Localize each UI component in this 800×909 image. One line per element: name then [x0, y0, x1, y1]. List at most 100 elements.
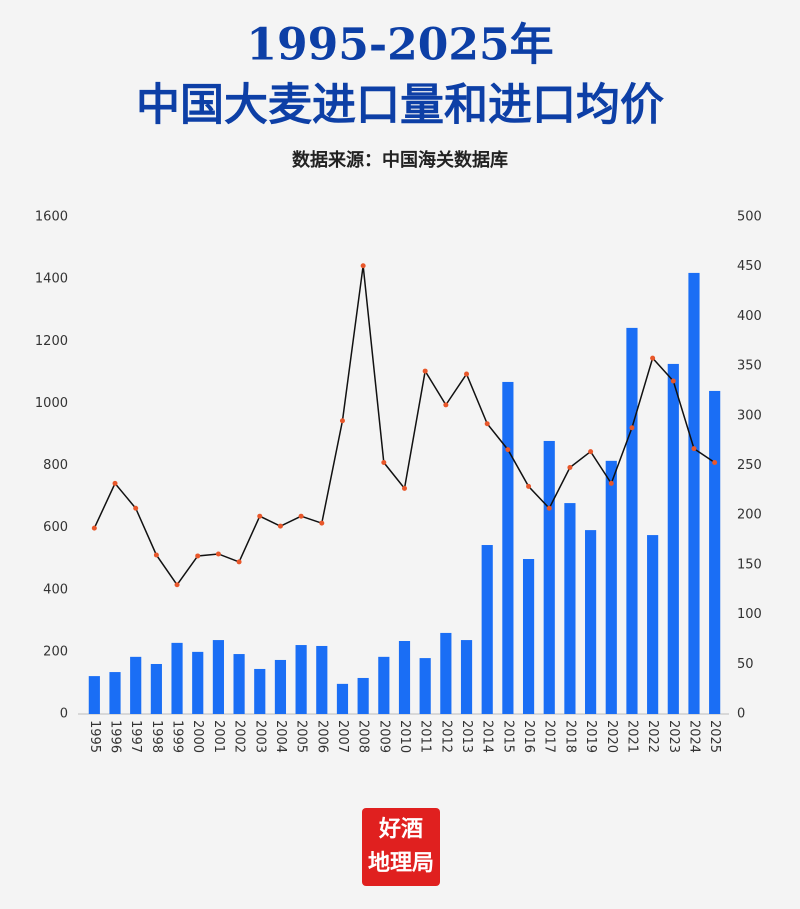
x-tick-label: 2020: [604, 720, 619, 753]
subtitle: 数据来源：中国海关数据库: [292, 149, 508, 171]
x-tick-label: 2003: [252, 720, 267, 753]
line-point: [691, 446, 697, 452]
line-point: [546, 505, 552, 511]
x-tick-label: 2025: [707, 720, 722, 753]
x-tick-label: 1999: [170, 720, 185, 753]
bar: [667, 363, 679, 714]
bar: [316, 645, 328, 714]
bar: [522, 558, 535, 714]
line-point: [339, 418, 345, 424]
bar: [233, 654, 245, 714]
y2-tick-label: 450: [737, 259, 762, 274]
y-tick-label: 1400: [35, 272, 68, 287]
bar: [502, 381, 514, 714]
bar: [605, 460, 617, 714]
x-tick-label: 2005: [294, 720, 309, 753]
line-point: [422, 368, 428, 374]
bar: [274, 659, 287, 714]
line-point: [381, 460, 387, 466]
bar: [564, 503, 576, 714]
bar: [192, 651, 204, 714]
line-point: [236, 559, 242, 565]
x-tick-label: 2009: [376, 720, 391, 753]
line-point: [608, 480, 614, 486]
line-point: [174, 582, 180, 588]
logo-text: 好酒: [378, 816, 423, 842]
x-tick-label: 2006: [314, 720, 329, 753]
line-point: [215, 551, 221, 557]
y-tick-label: 1200: [35, 334, 68, 349]
chart-title: 1995-2025年: [246, 20, 553, 71]
y2-tick-label: 100: [737, 607, 762, 622]
x-tick-label: 2023: [666, 720, 681, 753]
line-point: [712, 460, 718, 466]
line-point: [133, 505, 139, 511]
bar: [357, 677, 369, 714]
x-tick-label: 2019: [583, 720, 598, 753]
line-point: [484, 421, 490, 427]
bar: [378, 656, 390, 714]
line-point: [153, 552, 159, 558]
x-tick-label: 2016: [521, 720, 536, 753]
x-tick-label: 2002: [232, 720, 247, 753]
bar: [212, 640, 224, 714]
bar: [336, 683, 349, 714]
x-tick-label: 2010: [397, 720, 412, 753]
x-tick-label: 2018: [562, 720, 577, 753]
x-tick-label: 2001: [211, 720, 226, 753]
y2-tick-label: 400: [737, 309, 762, 324]
line-point: [670, 378, 676, 384]
x-tick-label: 2013: [459, 720, 474, 753]
bar: [709, 390, 721, 714]
x-tick-label: 1998: [149, 720, 164, 753]
y2-tick-label: 0: [737, 707, 745, 722]
line-point: [298, 513, 304, 519]
y-tick-label: 0: [60, 707, 68, 722]
y2-tick-label: 250: [737, 458, 762, 473]
x-tick-label: 1995: [87, 720, 102, 753]
y2-tick-label: 200: [737, 508, 762, 523]
y-tick-label: 400: [43, 582, 68, 597]
line-point: [112, 480, 118, 486]
bar: [460, 640, 473, 714]
x-tick-label: 2000: [190, 720, 205, 753]
y2-tick-label: 350: [737, 359, 762, 374]
x-tick-label: 2017: [542, 720, 557, 753]
x-tick-label: 2012: [438, 720, 453, 753]
x-tick-label: 2011: [418, 720, 433, 753]
logo-box: [362, 808, 440, 886]
bar: [688, 272, 700, 714]
line-point: [567, 464, 573, 470]
line-point: [195, 553, 201, 559]
x-tick-label: 1997: [128, 720, 143, 753]
x-tick-label: 2015: [500, 720, 515, 753]
y-tick-label: 800: [43, 458, 68, 473]
line-point: [505, 447, 511, 453]
line-point: [443, 402, 449, 408]
x-tick-label: 1996: [108, 720, 123, 753]
logo-text: 地理局: [368, 851, 434, 876]
bar: [440, 632, 452, 714]
x-tick-label: 2021: [624, 720, 639, 753]
x-tick-label: 2004: [273, 720, 288, 753]
bar: [543, 440, 555, 714]
bar: [254, 668, 266, 714]
bar: [481, 545, 493, 714]
line-point: [526, 483, 532, 489]
bar: [88, 676, 100, 714]
x-tick-label: 2008: [356, 720, 371, 753]
line-point: [91, 525, 97, 531]
bar: [109, 672, 121, 714]
bar: [398, 641, 411, 714]
y-tick-label: 1600: [35, 210, 68, 225]
y-tick-label: 200: [43, 644, 68, 659]
bar: [295, 645, 307, 714]
bar: [171, 642, 183, 714]
y2-tick-label: 150: [737, 557, 762, 572]
line-point: [464, 371, 470, 377]
y2-tick-label: 50: [737, 657, 754, 672]
y-tick-label: 600: [43, 520, 68, 535]
x-tick-label: 2024: [686, 720, 701, 753]
line-point: [402, 485, 407, 491]
